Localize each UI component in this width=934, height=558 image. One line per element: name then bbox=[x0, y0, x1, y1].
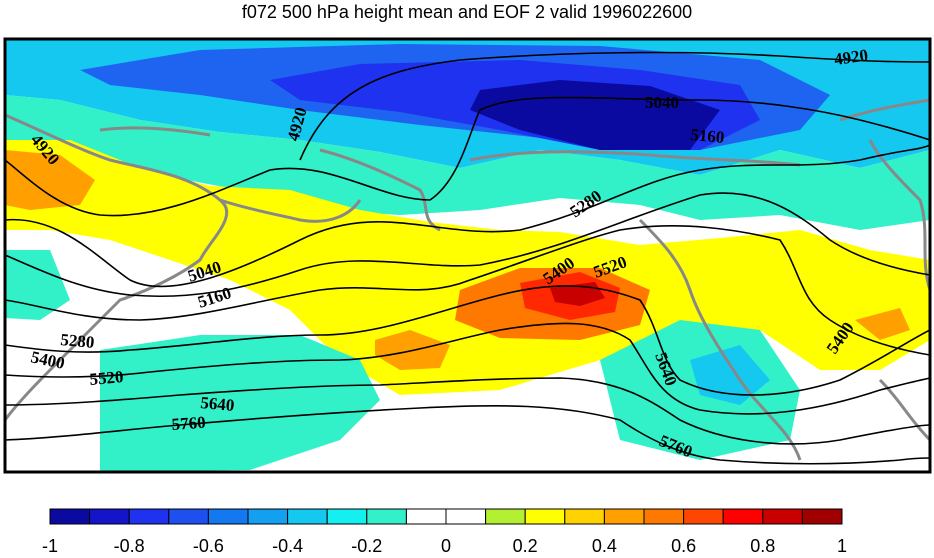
colorbar-tick-label: 0 bbox=[441, 536, 451, 556]
colorbar-swatch bbox=[683, 508, 724, 525]
colorbar-tick-label: -0.6 bbox=[193, 536, 224, 556]
contour-label: 5040 bbox=[645, 93, 679, 112]
colorbar-swatch bbox=[801, 508, 843, 525]
colorbar-swatch bbox=[128, 508, 170, 525]
colorbar-swatch bbox=[366, 508, 407, 525]
positive-core-east bbox=[855, 308, 910, 340]
colorbar-tick-label: -0.4 bbox=[272, 536, 303, 556]
colorbar-tick-label: 0.6 bbox=[671, 536, 696, 556]
contour-label: 4920 bbox=[833, 45, 869, 69]
colorbar-swatch bbox=[445, 508, 487, 525]
colorbar-swatch bbox=[762, 508, 803, 525]
contour-label: 5640 bbox=[200, 393, 236, 415]
colorbar-swatch bbox=[603, 508, 645, 525]
colorbar-tick-label: -1 bbox=[42, 536, 58, 556]
positive-core-west bbox=[5, 150, 95, 210]
contour-label: 5520 bbox=[89, 367, 125, 389]
colorbar-swatch bbox=[405, 508, 447, 525]
colorbar-tick-label: -0.2 bbox=[351, 536, 382, 556]
contour-label: 5160 bbox=[690, 125, 726, 147]
colorbar-swatch bbox=[643, 508, 685, 525]
colorbar-swatch bbox=[287, 508, 328, 525]
colorbar-swatch bbox=[247, 508, 289, 525]
colorbar-swatch bbox=[524, 508, 566, 525]
colorbar-tick-label: 0.8 bbox=[750, 536, 775, 556]
colorbar-swatch bbox=[564, 508, 605, 525]
colorbar bbox=[49, 508, 843, 525]
colorbar-swatch bbox=[49, 508, 91, 525]
colorbar-swatch bbox=[207, 508, 249, 525]
colorbar-swatch bbox=[485, 508, 526, 525]
colorbar-swatch bbox=[326, 508, 368, 525]
colorbar-swatch bbox=[168, 508, 209, 525]
colorbar-tick-label: 1 bbox=[837, 536, 847, 556]
height-contours bbox=[5, 51, 930, 465]
contour-labels: 4920 4920 4920 5040 5160 5280 5400 5520 … bbox=[27, 45, 869, 461]
colorbar-swatch bbox=[722, 508, 764, 525]
colorbar-swatch bbox=[89, 508, 130, 525]
map-title: f072 500 hPa height mean and EOF 2 valid… bbox=[241, 2, 693, 22]
negative-core-north-deep bbox=[470, 80, 720, 150]
contour-label: 5280 bbox=[60, 330, 96, 352]
plot-frame bbox=[3, 37, 932, 474]
colorbar-tick-label: 0.4 bbox=[592, 536, 617, 556]
colorbar-ticks: -1 -0.8 -0.6 -0.4 -0.2 0 0.2 0.4 0.6 0.8 1 bbox=[42, 536, 847, 556]
negative-band-mid bbox=[5, 95, 930, 230]
colorbar-tick-label: -0.8 bbox=[114, 536, 145, 556]
eof-shading bbox=[5, 39, 930, 472]
contour-label: 5760 bbox=[171, 413, 206, 434]
colorbar-tick-label: 0.2 bbox=[513, 536, 538, 556]
